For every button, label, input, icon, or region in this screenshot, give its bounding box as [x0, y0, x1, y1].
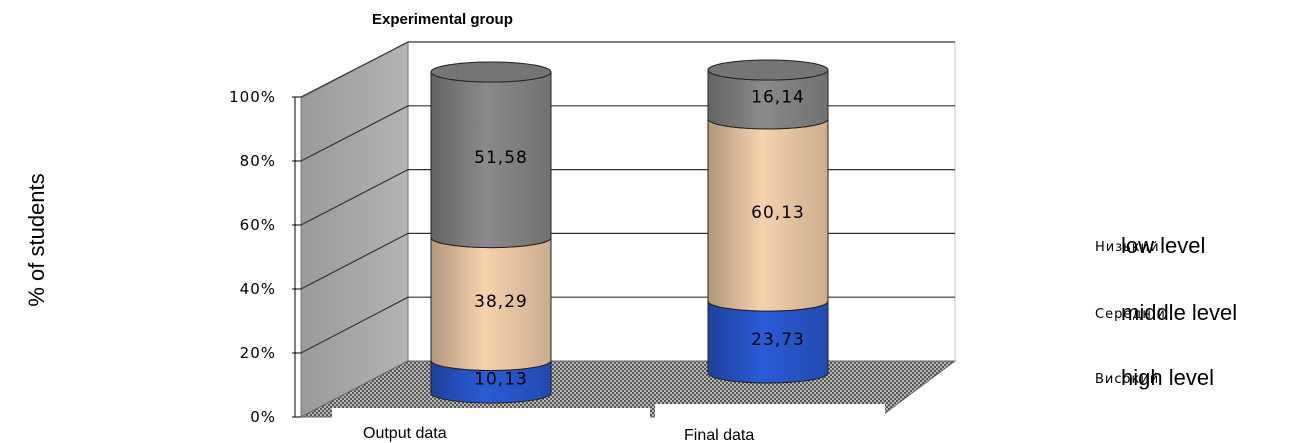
- gridline-diagonal: [300, 41, 409, 98]
- gridline-diagonal: [300, 169, 409, 226]
- legend-underlying-label: Середній: [1095, 307, 1166, 322]
- y-tick-label: 20%: [240, 344, 276, 362]
- data-label: 16,14: [751, 87, 805, 107]
- y-tick-label: 100%: [229, 88, 276, 106]
- cylinder-top-cap: [707, 59, 829, 81]
- legend-underlying-label: Низький: [1095, 240, 1160, 255]
- category-band-left: [332, 408, 650, 426]
- data-label: 38,29: [474, 292, 528, 312]
- y-axis-label: % of students: [24, 173, 49, 306]
- bars: [430, 59, 829, 404]
- legend-label-low-level: low level: [1121, 233, 1205, 258]
- data-label: 60,13: [751, 203, 805, 223]
- category-band-right: [655, 404, 885, 422]
- gridline-diagonal: [300, 105, 409, 162]
- cylinder-top-cap: [430, 61, 552, 83]
- data-label: 51,58: [474, 148, 528, 168]
- legend-underlying-label: Високий: [1095, 372, 1159, 387]
- y-tick-label: 80%: [240, 152, 276, 170]
- gridline-diagonal: [300, 232, 409, 290]
- side-wall: [300, 41, 409, 418]
- category-label-output-data: Output data: [363, 425, 447, 442]
- y-tick-label: 0%: [250, 408, 276, 426]
- gridline-diagonal: [300, 296, 409, 354]
- chart-title: Experimental group: [372, 11, 513, 28]
- y-tick-label: 40%: [240, 280, 276, 298]
- data-labels: 10,13 38,29 51,58 23,73 60,13 16,14: [474, 87, 805, 390]
- plot-frame: [300, 41, 957, 418]
- legend-label-middle-level: middle level: [1121, 300, 1237, 325]
- y-tick-label: 60%: [240, 216, 276, 234]
- category-label-final-data: Final data: [684, 427, 754, 443]
- y-axis-ticks: 0% 20% 40% 60% 80% 100%: [229, 88, 301, 426]
- data-label: 10,13: [474, 370, 528, 390]
- legend-label-high-level: high level: [1121, 365, 1214, 390]
- data-label: 23,73: [751, 330, 805, 350]
